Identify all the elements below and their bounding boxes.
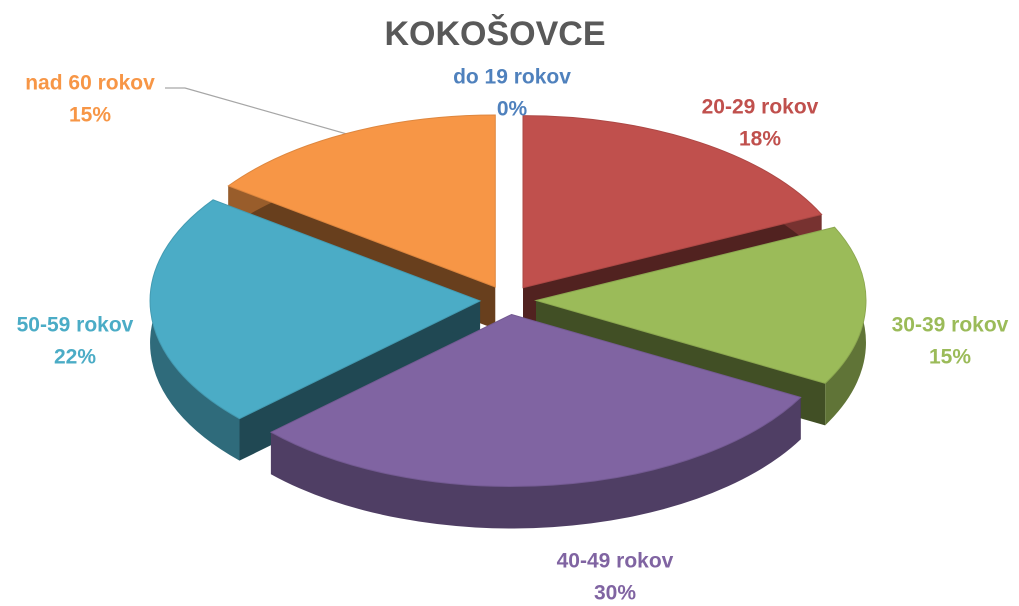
data-label-name: 40-49 rokov — [557, 550, 674, 573]
slice-top — [227, 114, 496, 288]
slice-top — [269, 313, 802, 487]
leader-line — [165, 87, 376, 143]
data-label-name: do 19 rokov — [453, 66, 571, 89]
data-label-value: 15% — [69, 104, 111, 127]
slice — [149, 199, 482, 461]
slice-side — [270, 397, 801, 529]
chart-title: KOKOŠOVCE — [384, 14, 605, 53]
data-label-value: 18% — [739, 128, 781, 151]
slice-top — [149, 199, 482, 420]
data-label-name: 50-59 rokov — [17, 314, 134, 337]
slice — [269, 313, 802, 529]
slice-top — [534, 226, 867, 384]
data-label-name: 30-39 rokov — [892, 314, 1009, 337]
data-label-name: 20-29 rokov — [702, 96, 819, 119]
slice-top — [522, 115, 823, 289]
data-label-value: 22% — [54, 346, 96, 369]
data-label-value: 15% — [929, 346, 971, 369]
data-label-value: 30% — [594, 582, 636, 605]
data-label-name: nad 60 rokov — [25, 72, 155, 95]
data-label-value: 0% — [497, 98, 528, 121]
